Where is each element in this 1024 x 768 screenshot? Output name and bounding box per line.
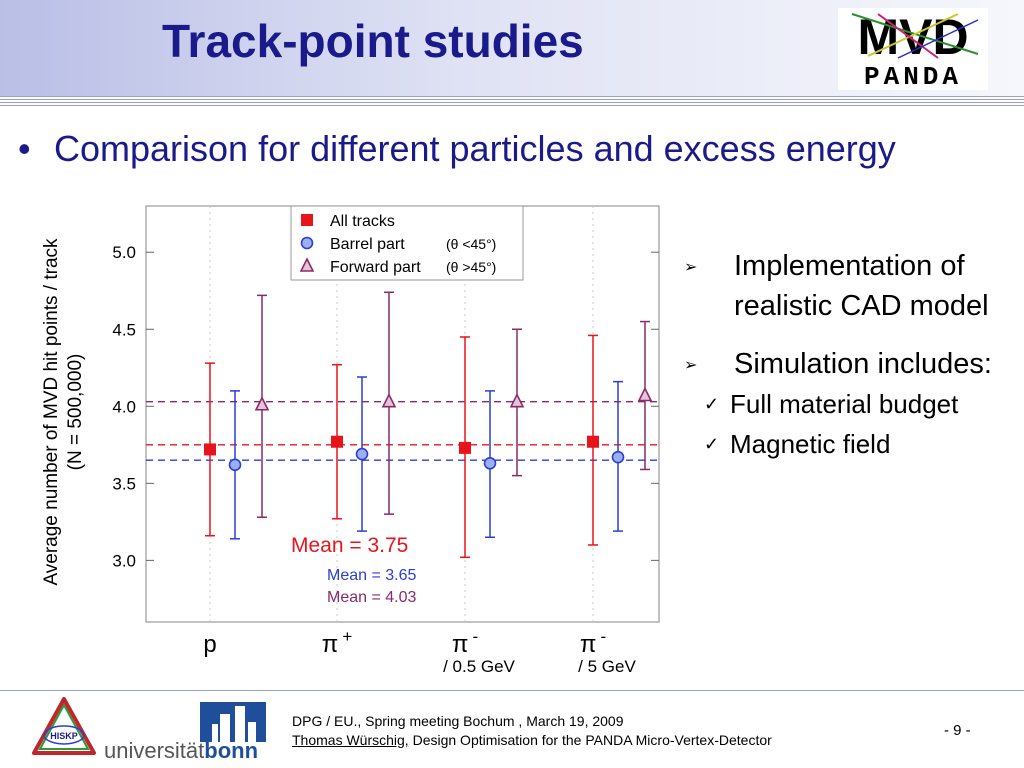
x-category-label-3: π- <box>580 627 606 658</box>
y-tick-label-1: 3.5 <box>112 474 136 493</box>
main-bullet-text: Comparison for different particles and e… <box>54 128 896 169</box>
footer-author: Thomas Würschig, <box>292 732 409 748</box>
legend-label-0: All tracks <box>330 213 395 230</box>
bullet-item-simulation: ➢ Simulation includes: <box>680 344 1020 384</box>
data-point-s0-c3 <box>587 435 599 448</box>
main-bullet: • Comparison for different particles and … <box>18 128 896 170</box>
data-point-s1-c1 <box>355 447 369 461</box>
hiskp-logo-text: HISKP <box>50 731 78 741</box>
bonn-logo-text-a: universität <box>104 738 204 762</box>
data-point-s2-c3 <box>637 386 653 402</box>
data-point-s2-c0 <box>254 395 270 411</box>
mvd-panda-logo: MVD PANDA <box>838 8 988 90</box>
right-panel: ➢ Implementation of realistic CAD model … <box>680 246 1020 464</box>
y-tick-label-3: 4.5 <box>112 320 136 339</box>
x-category-sublabel-2: / 0.5 GeV <box>443 657 515 676</box>
x-category-label-1: π + <box>322 627 353 658</box>
slide-header: Track-point studies MVD PANDA <box>0 0 1024 96</box>
footer-line2: Thomas Würschig, Design Optimisation for… <box>292 731 772 750</box>
legend-label-1: Barrel part <box>330 236 405 253</box>
legend-label-2: Forward part <box>330 259 421 276</box>
sub-item-material: ✓ Full material budget <box>680 384 1020 424</box>
data-point-s1-c3 <box>611 450 625 464</box>
legend-marker-1 <box>300 236 314 250</box>
mean-annotation-0: Mean = 3.75 <box>291 534 408 557</box>
x-category-label-2: π- <box>452 627 478 658</box>
legend-condition-1: (θ <45°) <box>446 236 496 252</box>
header-divider <box>0 96 1024 106</box>
hiskp-logo: HISKP <box>32 697 96 755</box>
slide-title: Track-point studies <box>162 15 584 67</box>
legend-marker-2 <box>299 257 315 272</box>
data-point-s0-c2 <box>459 441 471 454</box>
legend-condition-2: (θ >45°) <box>446 259 496 275</box>
footer-line2-rest: Design Optimisation for the PANDA Micro-… <box>408 732 772 748</box>
bullet-item-cad-text: Implementation of realistic CAD model <box>734 250 989 322</box>
sub-item-material-text: Full material budget <box>730 389 959 419</box>
bullet-symbol: • <box>18 128 31 169</box>
x-category-sublabel-3: / 5 GeV <box>578 657 636 676</box>
check-icon: ✓ <box>704 434 720 454</box>
x-category-label-0: p <box>203 631 216 658</box>
mean-annotation-1: Mean = 3.65 <box>327 567 417 584</box>
check-icon: ✓ <box>704 394 720 414</box>
y-tick-label-0: 3.0 <box>112 551 136 570</box>
data-point-s0-c0 <box>204 443 216 456</box>
data-point-s1-c0 <box>228 458 242 472</box>
y-tick-label-4: 5.0 <box>112 243 136 262</box>
svg-text:universitätbonn: universitätbonn <box>104 738 258 762</box>
bullet-item-cad: ➢ Implementation of realistic CAD model <box>680 246 1020 326</box>
mean-annotation-2: Mean = 4.03 <box>327 589 417 606</box>
footer-divider <box>0 690 1024 691</box>
arrow-bullet-icon: ➢ <box>684 357 698 374</box>
data-point-s2-c1 <box>381 392 397 408</box>
sub-item-magnetic: ✓ Magnetic field <box>680 424 1020 464</box>
arrow-bullet-icon: ➢ <box>684 259 698 276</box>
bonn-logo-text-b: bonn <box>204 738 258 762</box>
footer-line1: DPG / EU., Spring meeting Bochum , March… <box>292 713 624 729</box>
legend-box <box>290 205 524 281</box>
footer-text: DPG / EU., Spring meeting Bochum , March… <box>292 712 772 750</box>
data-point-s2-c2 <box>509 392 525 408</box>
sub-item-magnetic-text: Magnetic field <box>730 429 891 459</box>
data-point-s1-c2 <box>483 457 497 470</box>
logo-panda-text: PANDA <box>864 62 962 90</box>
page-number: - 9 - <box>944 722 971 739</box>
legend-marker-0 <box>301 214 313 226</box>
y-tick-label-2: 4.0 <box>112 397 136 416</box>
data-point-s0-c1 <box>331 435 343 448</box>
bullet-item-simulation-text: Simulation includes: <box>734 348 992 380</box>
university-bonn-logo: universitätbonn <box>104 702 266 762</box>
